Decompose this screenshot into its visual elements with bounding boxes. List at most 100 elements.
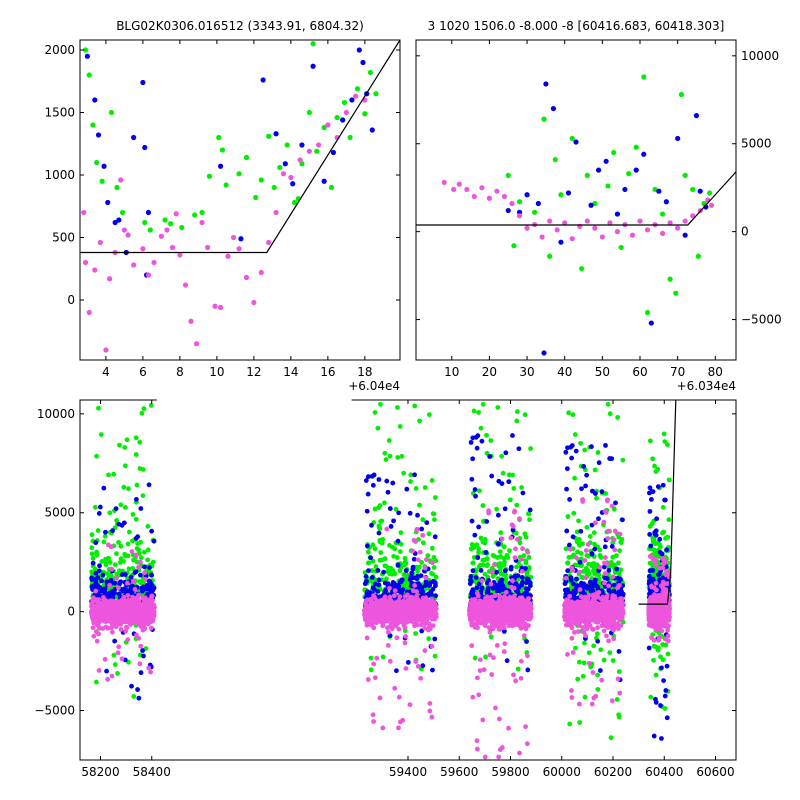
data-point: [526, 608, 532, 615]
data-point: [586, 650, 592, 656]
data-point: [470, 456, 476, 462]
data-point: [86, 309, 92, 316]
model-line: [416, 171, 736, 226]
data-point: [605, 401, 611, 407]
data-point: [474, 585, 480, 591]
data-point: [93, 679, 99, 685]
data-point: [123, 553, 128, 559]
data-point: [125, 592, 131, 598]
data-point: [473, 434, 479, 440]
data-point: [415, 597, 421, 603]
data-point: [373, 91, 379, 97]
data-point: [149, 582, 155, 588]
data-point: [121, 227, 127, 233]
data-point: [117, 442, 122, 448]
data-point: [395, 538, 401, 544]
data-point: [112, 662, 118, 667]
data-point: [415, 663, 421, 669]
data-point: [135, 687, 140, 692]
data-point: [432, 534, 438, 540]
data-point: [617, 548, 622, 554]
data-point: [429, 478, 435, 483]
data-point: [384, 478, 390, 484]
data-point: [223, 182, 229, 188]
data-point: [567, 542, 572, 548]
data-point: [260, 77, 266, 83]
data-point: [122, 445, 128, 450]
data-point: [521, 633, 527, 639]
data-point: [432, 636, 438, 642]
data-point: [422, 648, 428, 653]
data-point: [142, 570, 148, 576]
data-point: [394, 620, 401, 626]
data-point: [387, 453, 393, 459]
data-point: [591, 530, 597, 536]
data-point: [615, 676, 621, 682]
data-point: [620, 517, 625, 523]
data-point: [417, 549, 423, 555]
data-point: [391, 593, 397, 599]
data-point: [145, 603, 151, 609]
data-point: [583, 583, 589, 589]
data-point: [516, 213, 523, 219]
data-point: [151, 538, 157, 544]
data-point: [371, 719, 377, 724]
data-point: [394, 668, 399, 674]
data-point: [507, 548, 512, 554]
data-point: [471, 613, 477, 619]
data-point: [368, 596, 374, 603]
data-point: [430, 667, 435, 673]
data-point: [145, 557, 151, 563]
data-point: [238, 236, 244, 242]
model-line: [80, 40, 400, 254]
data-point: [591, 695, 597, 701]
data-point: [288, 174, 294, 181]
data-point: [610, 658, 616, 663]
data-point: [472, 487, 478, 492]
data-point: [96, 405, 101, 411]
data-point: [95, 528, 101, 533]
data-point: [641, 151, 647, 157]
data-point: [525, 667, 531, 673]
data-point: [395, 599, 401, 605]
data-point: [107, 582, 113, 588]
data-point: [330, 149, 337, 156]
data-point: [502, 506, 508, 512]
data-point: [512, 573, 518, 579]
data-point: [596, 516, 601, 522]
data-point: [474, 445, 480, 451]
data-point: [584, 172, 590, 178]
data-point: [494, 569, 500, 575]
data-point: [103, 529, 108, 535]
data-point: [498, 611, 504, 617]
data-point: [508, 535, 514, 541]
data-point: [129, 683, 134, 689]
data-point: [469, 643, 475, 649]
data-point: [580, 673, 586, 679]
data-point: [612, 528, 618, 534]
x-tick-label: 12: [246, 365, 261, 379]
data-point: [140, 246, 146, 252]
data-point: [468, 579, 474, 584]
data-point: [91, 633, 97, 639]
data-point: [441, 179, 447, 186]
data-point: [132, 586, 138, 592]
data-point: [321, 124, 327, 131]
data-point: [363, 574, 369, 579]
data-point: [141, 606, 147, 613]
data-point: [243, 274, 250, 281]
series-1: [82, 41, 379, 233]
data-point: [414, 589, 419, 594]
data-point: [353, 93, 359, 99]
data-point: [568, 444, 574, 450]
data-point: [106, 472, 111, 478]
data-point: [112, 219, 118, 226]
data-point: [96, 619, 102, 626]
data-point: [258, 177, 264, 183]
data-point: [472, 655, 478, 661]
data-point: [528, 446, 533, 451]
data-point: [543, 81, 549, 87]
data-point: [569, 135, 575, 142]
data-point: [431, 554, 437, 560]
